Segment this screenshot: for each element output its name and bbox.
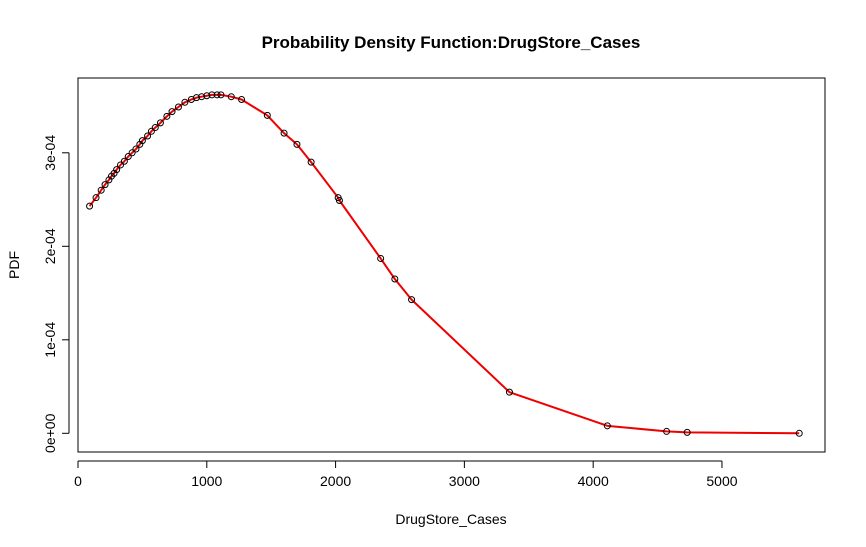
data-point — [192, 94, 200, 102]
data-point — [213, 91, 221, 99]
x-tick-label: 2000 — [320, 473, 351, 489]
x-tick-label: 5000 — [706, 473, 737, 489]
y-tick-label: 1e-04 — [42, 322, 58, 358]
data-point — [92, 194, 100, 202]
data-point — [151, 124, 159, 132]
data-point — [683, 428, 691, 436]
data-point — [174, 103, 182, 111]
data-point — [144, 132, 152, 140]
y-tick-label: 0e+00 — [42, 413, 58, 453]
x-tick-label: 4000 — [578, 473, 609, 489]
data-point — [163, 112, 171, 120]
data-point — [156, 119, 164, 127]
x-tick-label: 0 — [74, 473, 82, 489]
data-point — [335, 196, 343, 204]
data-point — [203, 92, 211, 100]
data-point — [120, 157, 128, 165]
data-point — [168, 108, 176, 116]
data-point — [217, 91, 225, 99]
data-point — [307, 158, 315, 166]
data-point — [280, 129, 288, 137]
data-point — [391, 275, 399, 283]
data-point — [293, 140, 301, 148]
chart-title: Probability Density Function:DrugStore_C… — [262, 33, 641, 52]
data-point — [86, 202, 94, 210]
data-point — [505, 388, 513, 396]
data-point — [227, 93, 235, 101]
y-axis-label: PDF — [6, 251, 22, 279]
data-point — [117, 161, 125, 169]
data-point — [263, 111, 271, 119]
data-point — [181, 98, 189, 106]
data-point — [147, 127, 155, 135]
data-point — [113, 166, 121, 174]
data-point — [795, 429, 803, 437]
data-point — [138, 137, 146, 145]
plot-area — [86, 91, 803, 437]
data-point — [208, 91, 216, 99]
y-tick-label: 3e-04 — [42, 135, 58, 171]
x-axis-label: DrugStore_Cases — [395, 511, 506, 527]
data-point — [663, 427, 671, 435]
x-axis: 0 1000 2000 3000 4000 5000 — [74, 460, 738, 489]
data-point — [132, 145, 140, 153]
data-point — [603, 422, 611, 430]
data-point — [198, 93, 206, 101]
pdf-line — [88, 93, 800, 435]
data-point — [128, 149, 136, 157]
x-tick-label: 3000 — [449, 473, 480, 489]
data-point — [101, 181, 109, 189]
data-point — [238, 96, 246, 104]
plot-frame — [77, 77, 826, 453]
y-tick-label: 2e-04 — [42, 228, 58, 264]
x-tick-label: 1000 — [191, 473, 222, 489]
data-point — [97, 186, 105, 194]
y-axis: 0e+00 1e-04 2e-04 3e-04 — [42, 135, 70, 453]
data-point — [124, 153, 132, 161]
data-point — [408, 296, 416, 304]
data-point — [377, 254, 385, 262]
